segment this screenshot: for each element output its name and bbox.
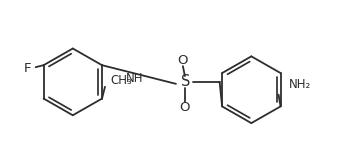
Text: NH₂: NH₂ xyxy=(289,78,311,91)
Text: O: O xyxy=(180,101,190,114)
Text: F: F xyxy=(24,62,31,75)
Text: NH: NH xyxy=(126,72,144,85)
Text: S: S xyxy=(181,74,190,89)
Text: CH₃: CH₃ xyxy=(110,74,132,87)
Text: O: O xyxy=(177,54,188,67)
